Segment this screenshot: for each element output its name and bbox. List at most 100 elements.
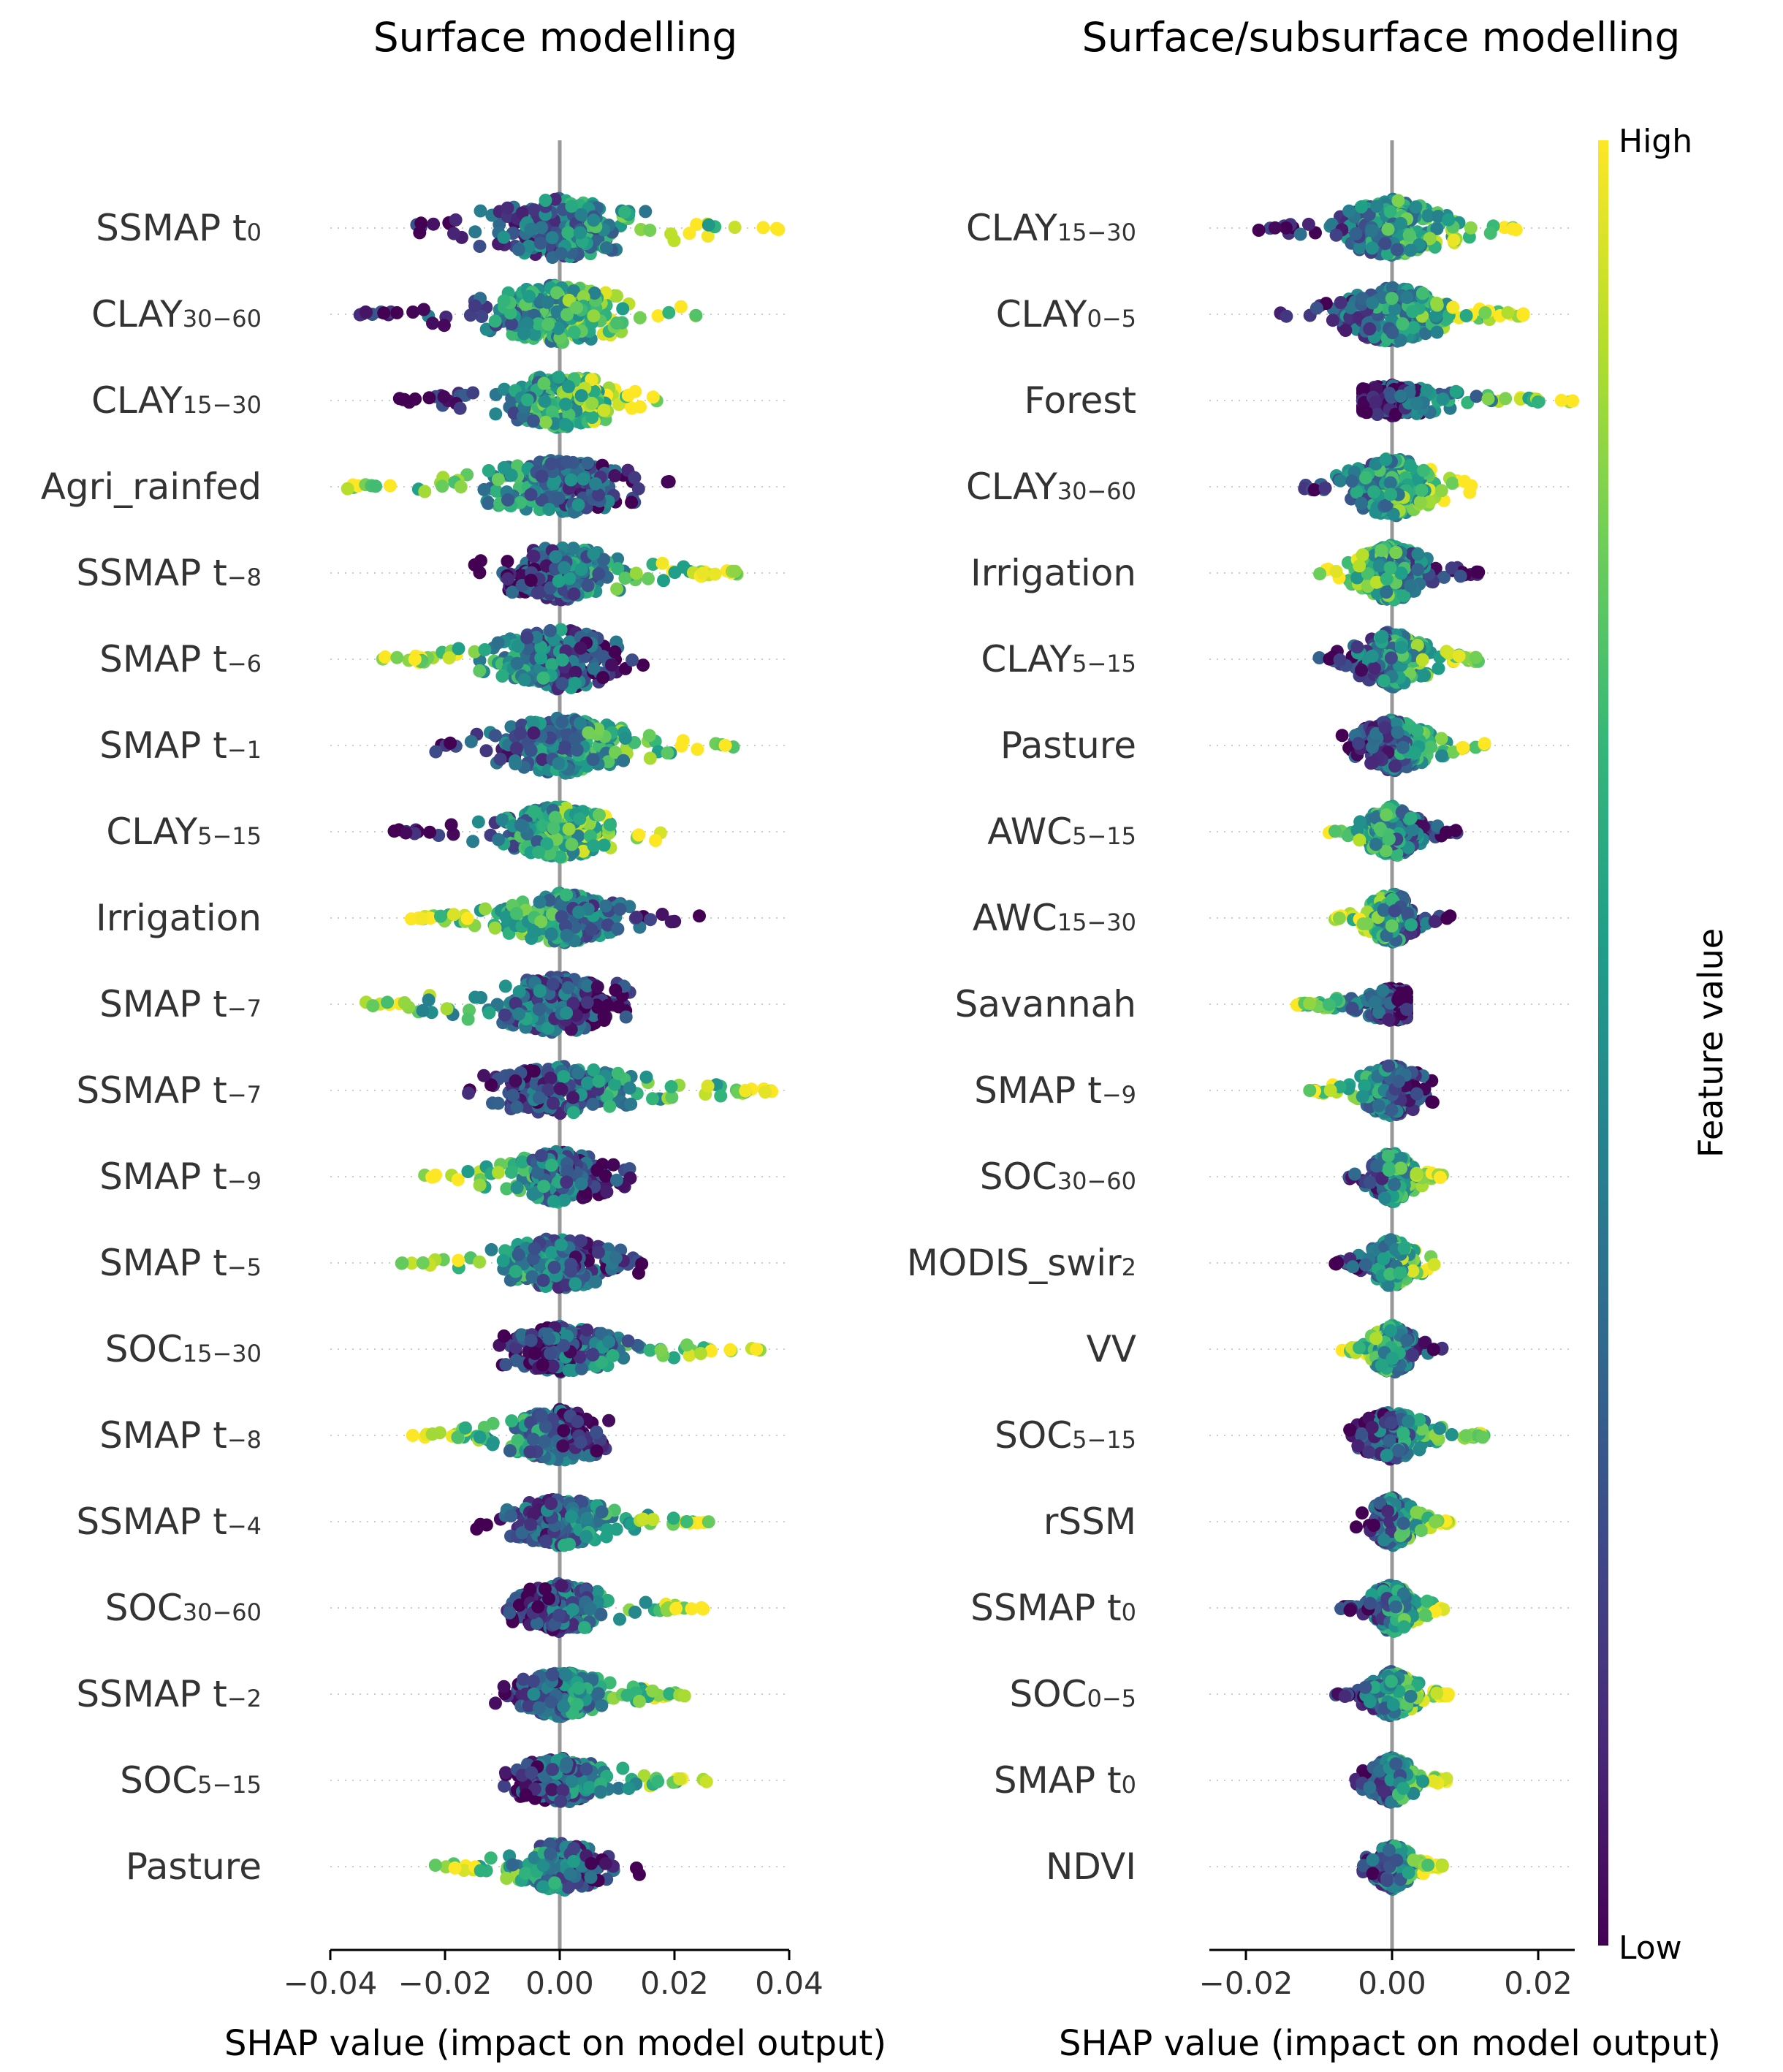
shap-point <box>545 1158 558 1172</box>
shap-point <box>377 306 391 320</box>
shap-point <box>498 1008 512 1022</box>
shap-point <box>560 308 574 322</box>
feature-label: Pasture <box>126 1845 262 1888</box>
shap-point <box>610 582 624 596</box>
shap-point <box>573 226 587 240</box>
shap-point <box>664 1079 678 1093</box>
shap-point <box>524 574 538 587</box>
shap-point <box>460 911 474 925</box>
shap-point <box>527 925 541 938</box>
shap-point <box>669 1601 683 1615</box>
shap-point <box>501 572 514 586</box>
shap-point <box>602 1413 616 1427</box>
feature-label: CLAY30−60 <box>91 293 262 335</box>
shap-point <box>555 1238 568 1252</box>
shap-point <box>504 1165 518 1179</box>
shap-point <box>390 306 404 319</box>
shap-point <box>693 1347 707 1360</box>
shap-point <box>562 380 575 393</box>
shap-point <box>499 1358 513 1372</box>
shap-point <box>618 732 632 745</box>
shap-point <box>588 286 601 300</box>
shap-point <box>680 1515 693 1528</box>
shap-point <box>714 1089 728 1103</box>
shap-point <box>461 1012 475 1026</box>
shap-point <box>591 1245 605 1259</box>
shap-point <box>696 566 710 580</box>
feature-label: SMAP t−8 <box>99 1414 262 1457</box>
shap-point <box>509 1074 522 1088</box>
shap-point <box>587 309 601 323</box>
shap-point <box>569 732 582 745</box>
shap-point <box>436 479 449 493</box>
shap-point <box>528 1242 541 1256</box>
shap-point <box>582 726 596 740</box>
shap-point <box>618 572 632 585</box>
shap-point <box>453 401 467 415</box>
shap-point <box>582 1780 596 1794</box>
shap-point <box>477 482 491 496</box>
shap-point <box>639 1595 653 1609</box>
shap-point <box>528 327 541 341</box>
shap-point <box>558 741 572 755</box>
shap-point <box>522 289 536 303</box>
shap-point <box>501 555 514 569</box>
feature-label: SOC30−60 <box>105 1587 262 1629</box>
shap-point <box>639 1070 653 1084</box>
feature-label: Irrigation <box>96 897 262 939</box>
shap-point <box>523 1582 537 1596</box>
shap-point <box>565 838 579 851</box>
shap-point <box>552 371 566 384</box>
shap-point <box>756 221 770 235</box>
feature-label: SSMAP t−2 <box>76 1673 262 1715</box>
shap-point <box>702 218 715 232</box>
shap-point <box>689 308 703 322</box>
feature-label: SOC15−30 <box>105 1328 262 1370</box>
shap-point <box>546 977 560 991</box>
shap-point <box>497 1329 511 1343</box>
shap-point <box>533 895 547 909</box>
shap-point <box>610 316 623 330</box>
shap-point <box>537 1435 551 1449</box>
shap-point <box>452 1253 465 1267</box>
shap-point <box>501 201 514 215</box>
shap-point <box>533 236 547 250</box>
shap-point <box>468 299 482 313</box>
shap-point <box>512 985 526 998</box>
shap-point <box>629 911 643 924</box>
shap-point <box>492 832 506 846</box>
shap-point <box>557 1699 571 1713</box>
shap-point <box>488 729 502 743</box>
shap-point <box>632 828 646 842</box>
shap-point <box>473 664 487 678</box>
shap-point <box>503 1606 517 1620</box>
shap-point <box>527 550 541 563</box>
shap-point <box>532 1003 546 1017</box>
shap-point <box>537 1180 551 1194</box>
shap-point <box>437 390 451 403</box>
shap-point <box>560 1006 574 1020</box>
shap-point <box>558 417 572 431</box>
shap-point <box>534 1149 548 1163</box>
shap-point <box>482 464 495 477</box>
shap-point <box>643 751 657 765</box>
shap-point <box>596 671 610 685</box>
shap-point <box>547 1261 561 1274</box>
shap-point <box>398 392 411 406</box>
shap-point <box>555 910 569 924</box>
shap-point <box>577 472 590 486</box>
shap-point <box>498 1766 512 1780</box>
shap-point <box>527 805 541 819</box>
shap-point <box>556 1783 570 1797</box>
shap-point <box>591 1687 605 1701</box>
shap-point <box>661 746 674 760</box>
shap-point <box>601 998 615 1012</box>
shap-point <box>565 200 579 213</box>
shap-point <box>598 899 612 913</box>
shap-point <box>560 1757 574 1770</box>
shap-point <box>570 743 584 757</box>
shap-point <box>617 205 631 219</box>
shap-point <box>574 208 588 221</box>
shap-point <box>534 651 548 665</box>
shap-point <box>569 1277 582 1291</box>
